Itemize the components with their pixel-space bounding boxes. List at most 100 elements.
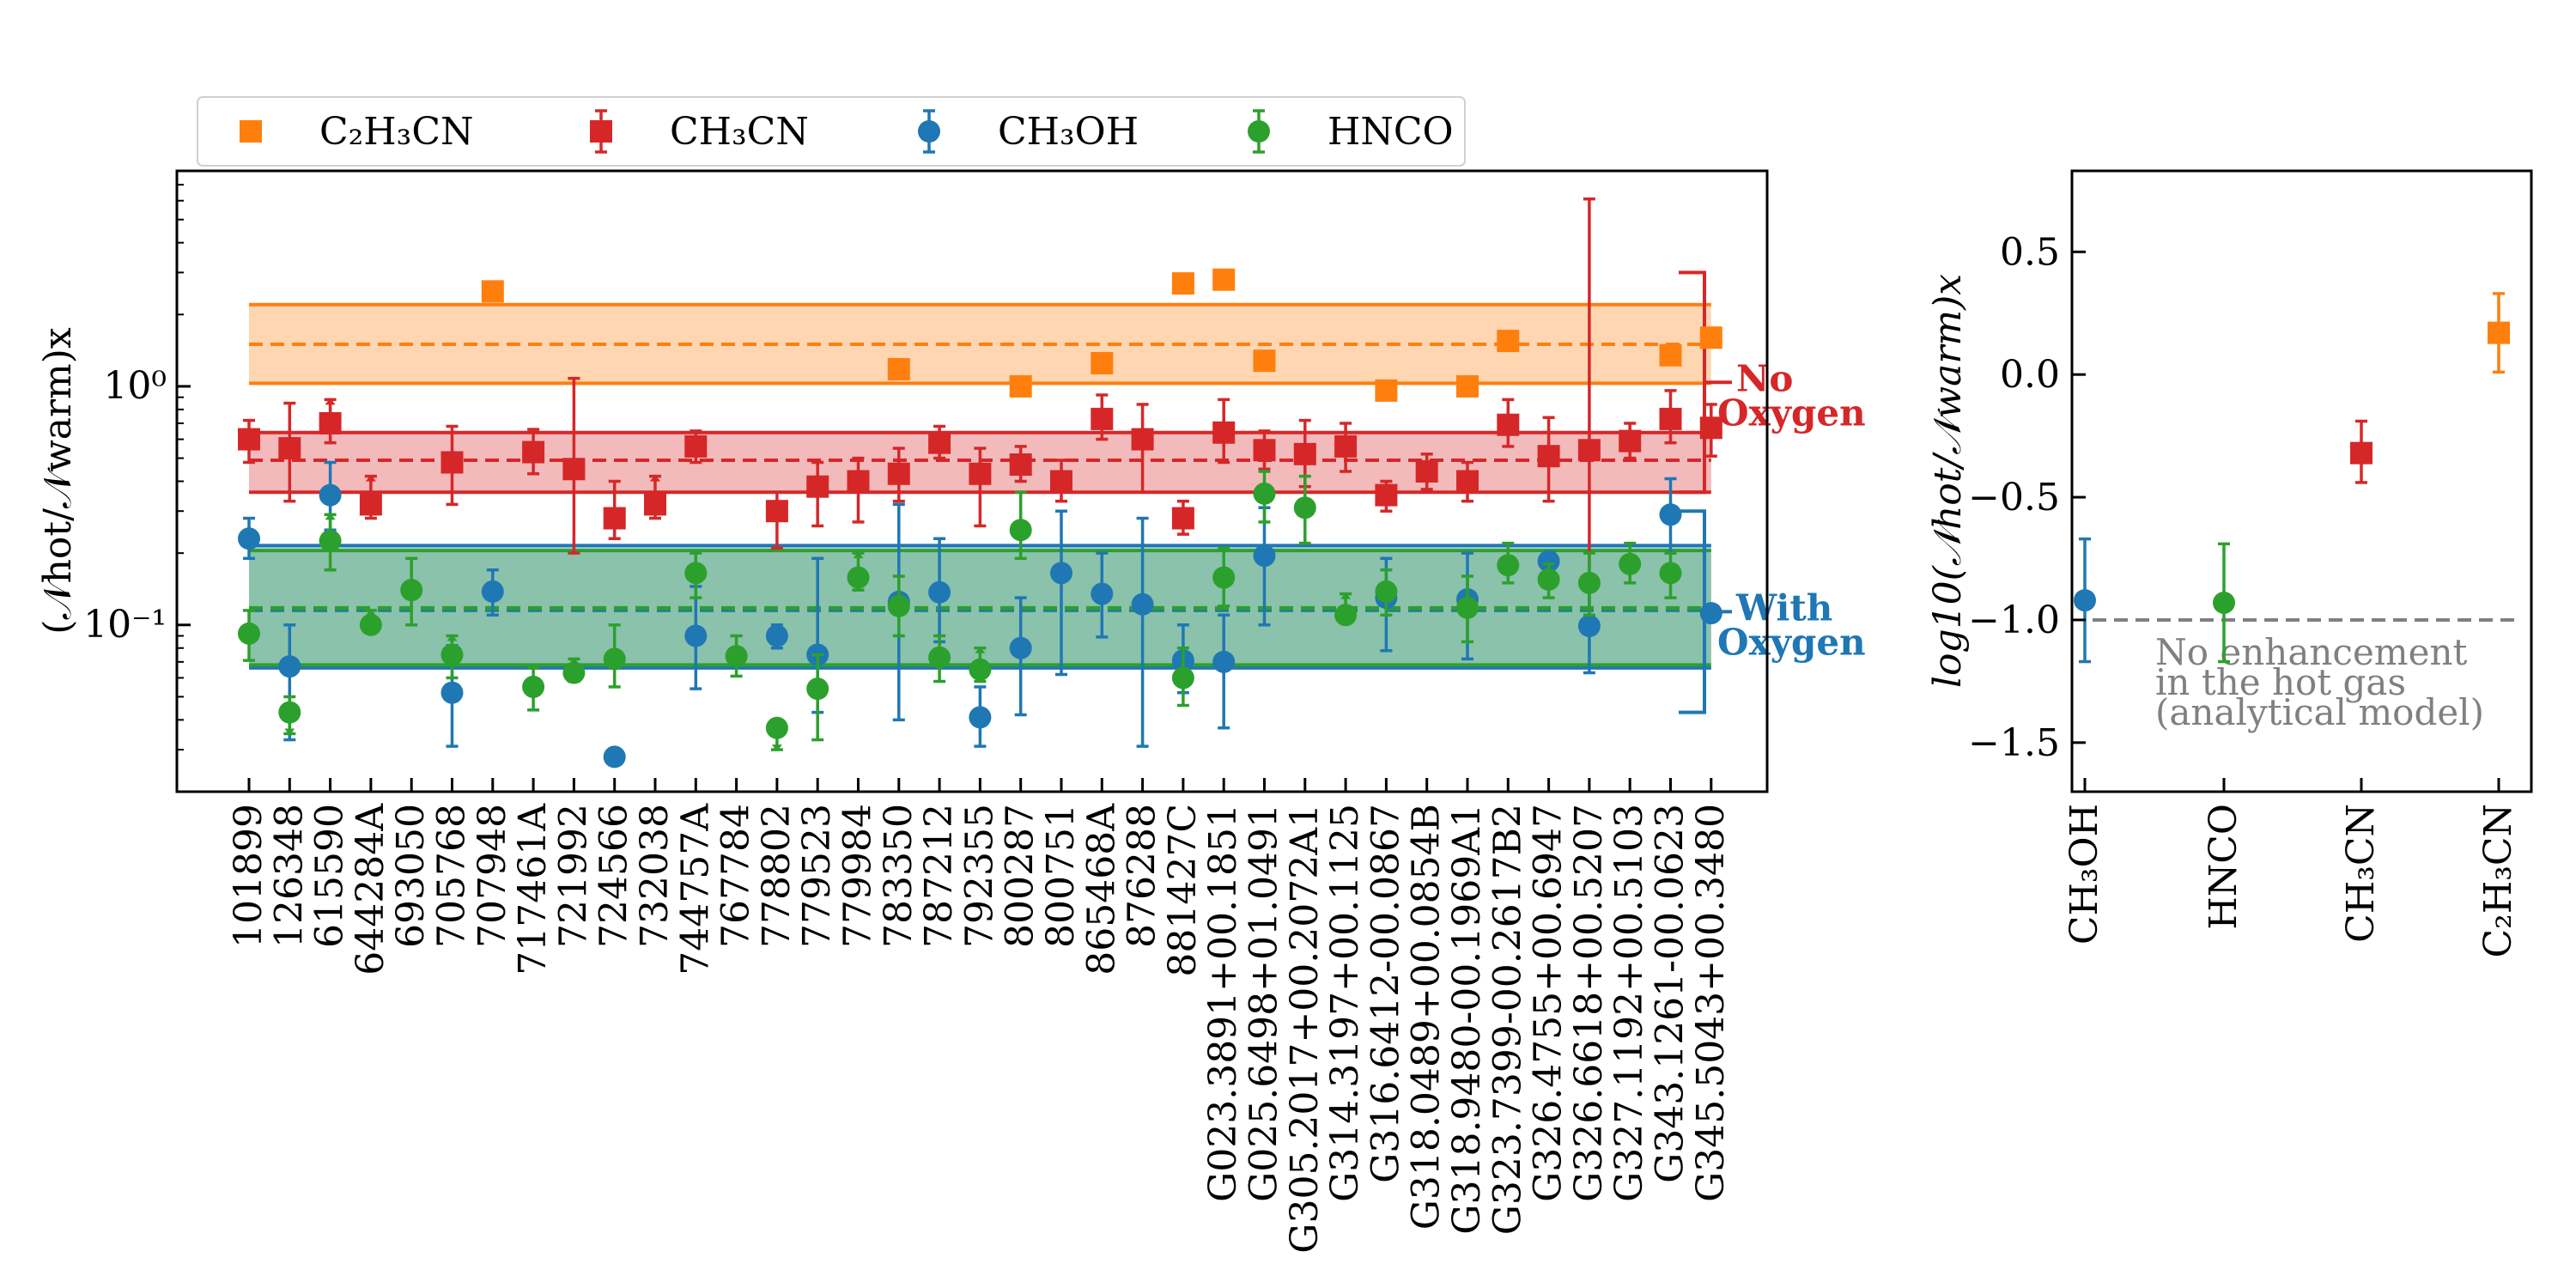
ch3cn-point	[522, 440, 545, 464]
x-tick-label-source: 792355	[957, 804, 1001, 948]
hnco-point	[440, 643, 464, 666]
hnco-point	[765, 716, 788, 739]
right-axes-frame	[2070, 169, 2533, 793]
series-ch3cn	[238, 197, 1722, 627]
x-tick-label-source: 707948	[471, 804, 514, 948]
legend-c2h3cn-marker	[240, 120, 262, 143]
hnco-point	[1171, 666, 1194, 690]
hnco-point	[969, 658, 992, 681]
legend-frame	[197, 96, 1466, 167]
hnco-point	[1375, 580, 1398, 603]
c2h3cn-point	[1212, 268, 1236, 291]
x-tick-label-source: 717461A	[511, 803, 555, 975]
summary-ch3cn-point	[2350, 441, 2372, 465]
ch3cn-point	[765, 500, 788, 523]
right-y-tick-label: 0.5	[2000, 230, 2060, 274]
ch3cn-point	[440, 451, 464, 474]
hnco-point	[400, 579, 423, 602]
right-x-tick-label: C₂H₃CN	[2476, 804, 2520, 957]
c2h3cn-point	[1375, 379, 1398, 402]
ch3cn-point	[1619, 429, 1642, 453]
hnco-point	[684, 562, 708, 585]
ch3cn-point	[1091, 407, 1114, 430]
x-tick-label-source: G327.1192+00.5103	[1607, 804, 1651, 1202]
no-oxygen-label-line2: Oxygen	[1717, 392, 1866, 434]
no-enhancement-annotation: No enhancement	[2155, 631, 2468, 673]
ch3oh-point	[1091, 582, 1114, 605]
hnco-point	[1009, 519, 1032, 542]
ch3oh-point	[928, 580, 951, 604]
hnco-limit-arrow	[365, 608, 376, 616]
ch3cn-point	[847, 470, 870, 493]
x-tick-label-source: G323.7399-00.2617B2	[1485, 804, 1529, 1235]
hnco-limit-arrow	[284, 728, 295, 736]
ch3oh-point	[1050, 562, 1072, 585]
x-tick-label-source: 787212	[917, 804, 961, 948]
ch3oh-point	[1131, 592, 1154, 616]
ch3oh-point	[319, 483, 342, 507]
with-oxygen-label-line2: Oxygen	[1717, 621, 1866, 663]
hnco-limit-arrow	[771, 744, 782, 752]
series-ch3oh	[238, 460, 1722, 769]
right-y-tick-label: −1.5	[1968, 721, 2060, 765]
ch3oh-point	[278, 655, 301, 678]
hnco-point	[359, 613, 382, 636]
ch3cn-limit-arrow	[650, 474, 660, 482]
hnco-point	[522, 675, 545, 698]
right-x-tick-label: CH₃OH	[2063, 804, 2106, 945]
ch3oh-point	[238, 527, 260, 550]
series-hnco	[238, 470, 1682, 752]
hnco-point	[1659, 562, 1682, 585]
x-tick-label-source: 724566	[592, 804, 636, 948]
hnco-limit-arrow	[853, 551, 864, 559]
hnco-limit-arrow	[325, 513, 336, 520]
legend: C₂H₃CN CH₃CN CH₃OH HNCO	[197, 96, 1466, 167]
hnco-point	[562, 661, 586, 684]
x-tick-label-source: 644284A	[349, 803, 392, 975]
with-oxygen-label-line1: With	[1735, 586, 1832, 629]
c2h3cn-point	[1456, 374, 1479, 398]
ch3cn-point	[1009, 453, 1032, 477]
legend-ch3cn-marker	[590, 120, 612, 143]
x-tick-label-source: 732038	[633, 804, 677, 948]
series-c2h3cn	[481, 268, 1722, 402]
ch3cn-point	[1050, 470, 1072, 493]
ch3cn-point	[1659, 407, 1682, 430]
ch3cn-point	[1699, 416, 1722, 440]
hnco-point	[1293, 496, 1316, 519]
summary-ch3oh-point	[2074, 589, 2096, 612]
ch3oh-point	[1253, 544, 1276, 568]
hnco-point	[1253, 482, 1276, 505]
ch3oh-point	[1009, 636, 1032, 659]
ch3cn-limit-arrow	[325, 398, 336, 405]
ch3cn-point	[278, 437, 301, 460]
x-tick-label-source: 876288	[1121, 804, 1164, 948]
hnco-point	[238, 622, 260, 645]
ch3cn-point	[644, 493, 666, 516]
c2h3cn-point	[1699, 326, 1722, 349]
x-tick-label-source: 779523	[795, 804, 839, 948]
c2h3cn-point	[481, 280, 504, 303]
ch3cn-point	[969, 462, 992, 485]
no-enhancement-annotation: in the hot gas	[2155, 661, 2406, 703]
summary-c2h3cn-point	[2488, 321, 2510, 344]
legend-ch3oh-label: CH₃OH	[998, 110, 1139, 154]
x-tick-label-source: 865468A	[1079, 803, 1123, 975]
hnco-point	[806, 677, 829, 701]
ch3cn-point	[887, 462, 910, 485]
ch3cn-point	[1577, 439, 1601, 462]
ch3oh-point	[603, 745, 626, 769]
right-y-tick-label: −0.5	[1968, 476, 2060, 519]
ch3cn-point	[319, 411, 342, 434]
ch3cn-point	[1415, 459, 1438, 483]
x-tick-label-source: G326.4755+00.6947	[1527, 804, 1571, 1202]
ch3oh-point	[481, 580, 504, 603]
ch3cn-point	[1537, 445, 1560, 468]
legend-hnco-marker	[1248, 120, 1270, 143]
ch3oh-point	[1212, 650, 1236, 673]
legend-ch3oh-marker	[918, 120, 940, 143]
c2h3cn-point	[1253, 349, 1276, 373]
x-tick-label-source: G305.2017+00.2072A1	[1283, 804, 1327, 1254]
c2h3cn-point	[1009, 374, 1032, 398]
